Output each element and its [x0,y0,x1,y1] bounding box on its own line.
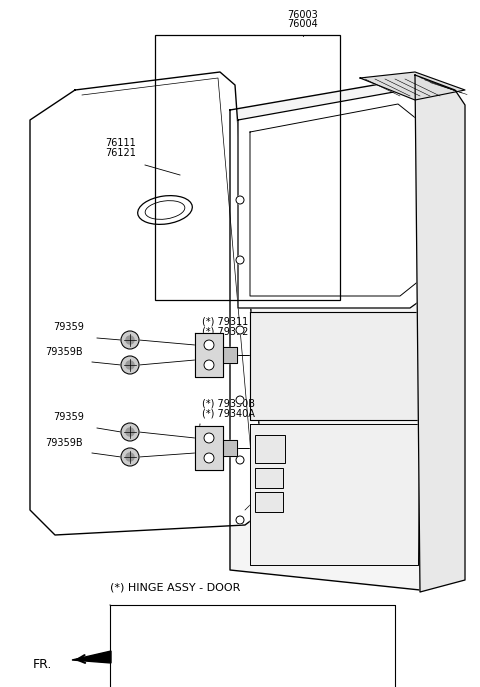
Text: 76111: 76111 [105,138,136,148]
Circle shape [204,340,214,350]
Circle shape [236,516,244,524]
Polygon shape [250,312,418,420]
Circle shape [204,433,214,443]
Polygon shape [223,440,237,456]
Circle shape [204,360,214,370]
Text: 79310-2V000: 79310-2V000 [195,645,265,655]
Polygon shape [195,426,223,470]
Circle shape [440,175,450,185]
Bar [255,435,285,463]
Polygon shape [72,651,111,663]
Circle shape [121,448,139,466]
Circle shape [236,456,244,464]
Text: 79359: 79359 [53,412,84,422]
Polygon shape [195,333,223,377]
Text: 79359B: 79359B [45,438,83,448]
Circle shape [126,453,134,461]
Text: 79320-2V000: 79320-2V000 [195,675,265,685]
Polygon shape [360,72,465,100]
Text: UPR: UPR [219,615,241,625]
Bar [255,492,283,512]
Text: LH: LH [135,645,150,655]
Text: 76121: 76121 [105,148,136,158]
Circle shape [121,331,139,349]
Circle shape [440,265,450,275]
Polygon shape [415,75,465,592]
Bar [110,605,395,687]
Circle shape [440,540,450,550]
Text: LWR: LWR [328,615,352,625]
Text: (*) 79340A: (*) 79340A [202,408,255,418]
Text: (*) 79330B: (*) 79330B [202,398,255,408]
Circle shape [126,428,134,436]
Circle shape [440,205,450,215]
Circle shape [440,355,450,365]
Bar [155,35,340,300]
Text: (*) HINGE ASSY - DOOR: (*) HINGE ASSY - DOOR [110,582,240,592]
Circle shape [440,450,450,460]
Circle shape [440,143,450,153]
Circle shape [440,235,450,245]
Text: 79359: 79359 [53,322,84,332]
Circle shape [440,500,450,510]
Polygon shape [250,104,420,296]
Polygon shape [238,90,435,308]
Text: 76003: 76003 [288,10,318,20]
Circle shape [440,110,450,120]
Circle shape [236,256,244,264]
Circle shape [126,361,134,369]
Text: 79315-1Y300: 79315-1Y300 [305,645,375,655]
Polygon shape [30,72,265,535]
Circle shape [236,196,244,204]
Circle shape [440,405,450,415]
Text: FR.: FR. [33,659,52,671]
Polygon shape [230,78,458,590]
Circle shape [236,396,244,404]
Circle shape [204,453,214,463]
Text: 76004: 76004 [288,19,318,29]
Text: (*) 79311: (*) 79311 [202,316,248,326]
Circle shape [121,356,139,374]
Polygon shape [223,347,237,363]
Text: (*) 79312: (*) 79312 [202,326,248,336]
Text: RH: RH [134,675,151,685]
Text: 79359B: 79359B [45,347,83,357]
Circle shape [126,336,134,344]
Bar [255,468,283,488]
Circle shape [440,305,450,315]
Circle shape [236,326,244,334]
Polygon shape [250,424,418,565]
Circle shape [121,423,139,441]
Text: 79325-1Y300: 79325-1Y300 [305,675,375,685]
